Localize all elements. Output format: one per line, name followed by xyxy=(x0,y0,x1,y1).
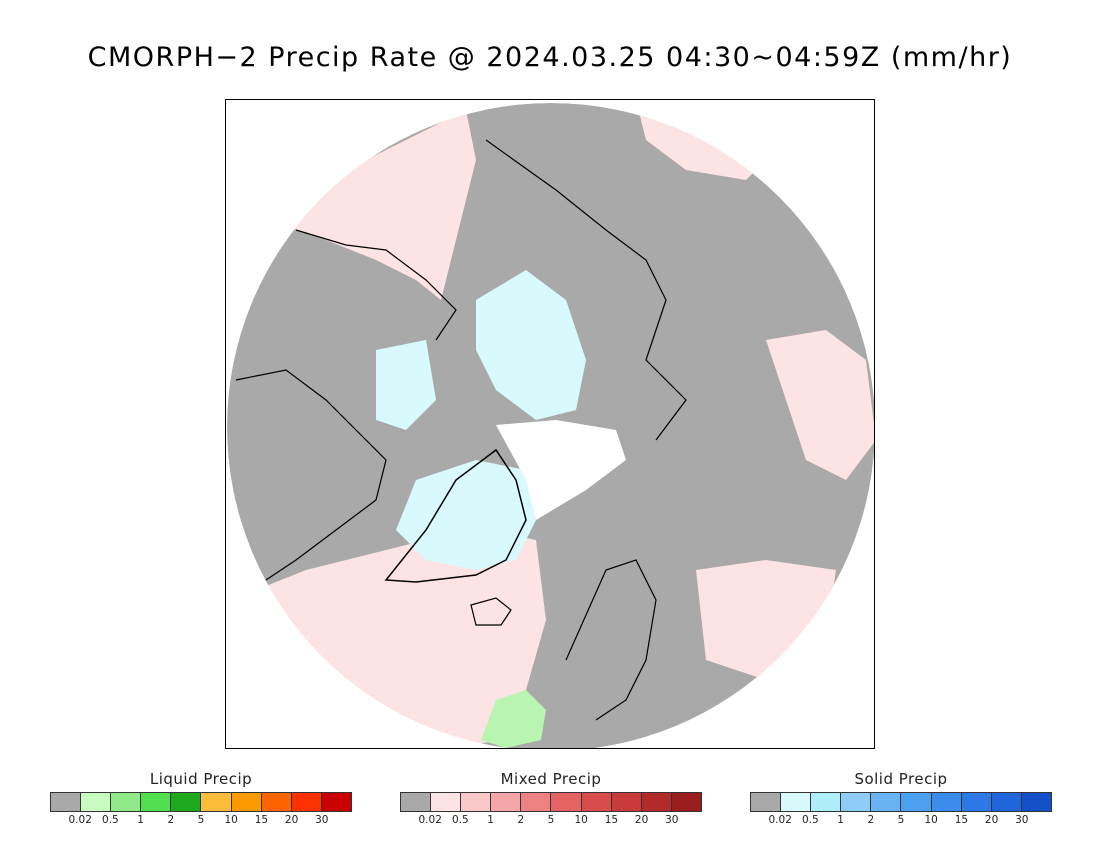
legend-tick-label: 1 xyxy=(137,814,144,826)
map-panel xyxy=(225,99,875,749)
legend-title: Liquid Precip xyxy=(149,770,253,788)
mixed-swatch-2 xyxy=(461,793,492,811)
legend-tick-label: 2 xyxy=(517,814,525,826)
legend-title: Mixed Precip xyxy=(500,770,602,788)
legend-color-bar xyxy=(50,792,352,812)
legend-ticks: 0.02 0.5 1 2 5 10 15 20 30 xyxy=(750,812,1052,828)
legend-tick-label: 0.02 xyxy=(768,814,792,826)
mixed-swatch-4 xyxy=(521,793,552,811)
legend-mixed-precip: Mixed Precip 0.02 0.5 1 2 5 10 15 20 30 xyxy=(400,770,702,828)
polar-map xyxy=(226,100,874,748)
legend-tick-label: 10 xyxy=(924,814,938,826)
legend-tick-label: 0.02 xyxy=(418,814,442,826)
solid-swatch-2 xyxy=(811,793,842,811)
legend-tick-label: 0.02 xyxy=(68,814,92,826)
legend-tick-label: 1 xyxy=(487,814,494,826)
mixed-swatch-8 xyxy=(641,793,672,811)
solid-precip-canada xyxy=(376,340,436,430)
legend-tick-label: 20 xyxy=(284,814,299,826)
legend-color-bar xyxy=(400,792,702,812)
solid-precip-arctic-ocean xyxy=(476,270,586,420)
liquid-swatch-8 xyxy=(291,793,322,811)
legend-tick-label: 20 xyxy=(984,814,999,826)
legend-tick-label: 20 xyxy=(634,814,649,826)
legend-ticks: 0.02 0.5 1 2 5 10 15 20 30 xyxy=(400,812,702,828)
solid-swatch-5 xyxy=(901,793,932,811)
liquid-swatch-1 xyxy=(81,793,112,811)
legend-tick-label: 5 xyxy=(197,814,205,826)
solid-swatch-8 xyxy=(991,793,1022,811)
legend-tick-label: 2 xyxy=(867,814,875,826)
mixed-swatch-7 xyxy=(611,793,642,811)
liquid-swatch-7 xyxy=(261,793,292,811)
mixed-swatch-5 xyxy=(551,793,582,811)
coastline-iceland xyxy=(470,597,512,626)
solid-swatch-3 xyxy=(841,793,872,811)
coastline-scandinavia xyxy=(565,559,657,721)
legend-tick-label: 30 xyxy=(1015,814,1029,826)
legend-tick-label: 10 xyxy=(574,814,588,826)
legend-tick-label: 1 xyxy=(837,814,844,826)
mixed-swatch-9 xyxy=(671,793,701,811)
solid-swatch-0 xyxy=(751,793,782,811)
mixed-precip-bering xyxy=(286,110,476,300)
legend-tick-label: 15 xyxy=(604,814,619,826)
legend-tick-label: 10 xyxy=(224,814,238,826)
coastline-canada xyxy=(235,369,387,581)
legend-title: Solid Precip xyxy=(854,770,948,788)
solid-swatch-9 xyxy=(1021,793,1051,811)
coastline-alaska xyxy=(295,229,457,341)
legend-liquid-precip: Liquid Precip 0.02 0.5 1 2 5 10 15 20 30 xyxy=(50,770,352,828)
legend-tick-label: 0.5 xyxy=(102,814,119,826)
legend-tick-label: 5 xyxy=(547,814,555,826)
liquid-swatch-3 xyxy=(141,793,172,811)
solid-precip-greenland xyxy=(396,460,536,570)
mixed-precip-siberia-east xyxy=(766,330,874,480)
legend-tick-label: 5 xyxy=(897,814,905,826)
mixed-swatch-0 xyxy=(401,793,432,811)
legend-tick-label: 30 xyxy=(315,814,329,826)
legend-tick-label: 0.5 xyxy=(802,814,819,826)
coastline-siberia xyxy=(485,139,687,441)
liquid-swatch-0 xyxy=(51,793,82,811)
legend-tick-label: 0.5 xyxy=(452,814,469,826)
polar-gap-white xyxy=(496,420,626,520)
solid-swatch-1 xyxy=(781,793,812,811)
legend-tick-label: 30 xyxy=(665,814,679,826)
solid-swatch-6 xyxy=(931,793,962,811)
legend-tick-label: 2 xyxy=(167,814,175,826)
mixed-swatch-1 xyxy=(431,793,462,811)
legend-tick-label: 15 xyxy=(954,814,969,826)
liquid-swatch-4 xyxy=(171,793,202,811)
legend-color-bar xyxy=(750,792,1052,812)
liquid-swatch-2 xyxy=(111,793,142,811)
liquid-precip-british-isles xyxy=(481,690,546,748)
solid-swatch-4 xyxy=(871,793,902,811)
mixed-swatch-3 xyxy=(491,793,522,811)
mixed-swatch-6 xyxy=(581,793,612,811)
solid-swatch-7 xyxy=(961,793,992,811)
legend-solid-precip: Solid Precip 0.02 0.5 1 2 5 10 15 20 30 xyxy=(750,770,1052,828)
legend-tick-label: 15 xyxy=(254,814,269,826)
chart-title: CMORPH−2 Precip Rate @ 2024.03.25 04:30~… xyxy=(87,42,1013,73)
liquid-swatch-6 xyxy=(231,793,262,811)
liquid-swatch-9 xyxy=(321,793,351,811)
legend-ticks: 0.02 0.5 1 2 5 10 15 20 30 xyxy=(50,812,352,828)
map-disk xyxy=(227,103,874,748)
liquid-swatch-5 xyxy=(201,793,232,811)
coastline-greenland xyxy=(384,448,527,583)
